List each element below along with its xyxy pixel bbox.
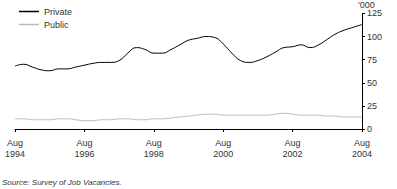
svg-text:0: 0 bbox=[367, 124, 372, 134]
svg-text:1998: 1998 bbox=[144, 149, 164, 159]
svg-text:2004: 2004 bbox=[352, 149, 372, 159]
svg-text:Aug: Aug bbox=[146, 138, 162, 148]
svg-text:Aug: Aug bbox=[215, 138, 231, 148]
svg-text:1994: 1994 bbox=[5, 149, 25, 159]
svg-text:Aug: Aug bbox=[7, 138, 23, 148]
svg-text:Source: Survey of Job Vacancie: Source: Survey of Job Vacancies. bbox=[2, 178, 122, 187]
svg-text:Public: Public bbox=[44, 20, 69, 30]
svg-text:75: 75 bbox=[367, 55, 377, 65]
svg-text:Aug: Aug bbox=[76, 138, 92, 148]
svg-text:2002: 2002 bbox=[283, 149, 303, 159]
svg-text:2000: 2000 bbox=[213, 149, 233, 159]
svg-text:25: 25 bbox=[367, 101, 377, 111]
svg-text:50: 50 bbox=[367, 78, 377, 88]
svg-text:1996: 1996 bbox=[74, 149, 94, 159]
svg-text:Aug: Aug bbox=[285, 138, 301, 148]
svg-text:100: 100 bbox=[367, 32, 382, 42]
svg-text:Aug: Aug bbox=[354, 138, 370, 148]
svg-text:Private: Private bbox=[44, 7, 72, 17]
svg-text:125: 125 bbox=[367, 8, 382, 18]
